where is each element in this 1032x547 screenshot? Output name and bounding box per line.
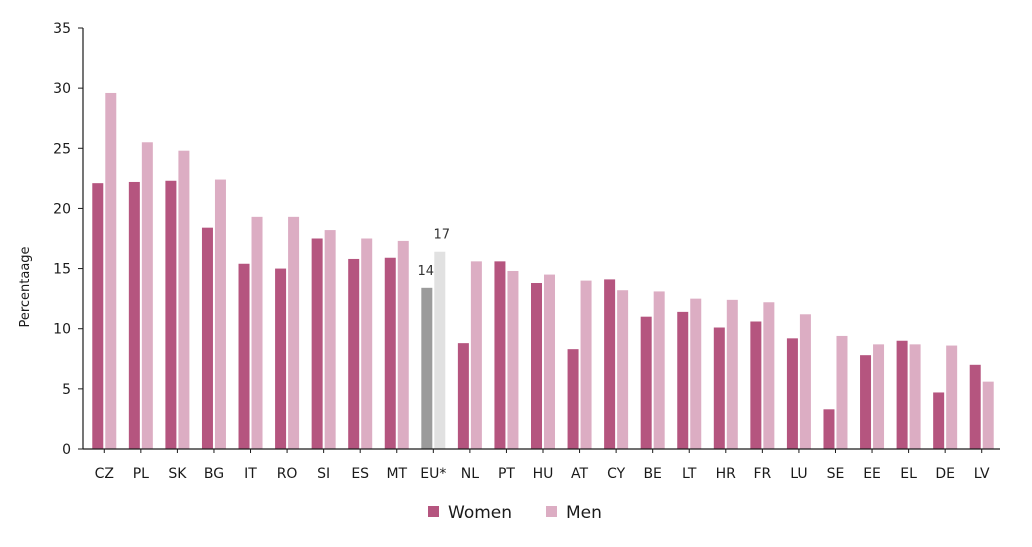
bar-men-at (580, 280, 592, 449)
bar-women-hu (531, 283, 542, 449)
bar-women-ee (860, 355, 872, 449)
bar-men-pt (507, 270, 519, 449)
x-tick-label: BE (643, 466, 661, 482)
bar-women-be (640, 316, 652, 449)
bar-women-pt (494, 261, 506, 449)
data-label-eu-women: 14 (418, 264, 435, 279)
bar-women-lv (969, 364, 981, 449)
bar-men-cy (617, 290, 629, 449)
y-tick-label: 30 (53, 81, 71, 97)
x-tick-label: CY (607, 466, 626, 482)
x-tick-label: HR (716, 466, 737, 482)
bar-women-pl (128, 181, 140, 450)
legend: Women Men (428, 503, 602, 523)
bar-men-bg (214, 179, 226, 449)
x-tick-label: MT (386, 466, 407, 482)
bar-men-lv (982, 381, 994, 449)
bar-women-bg (201, 227, 213, 449)
y-tick-label: 35 (53, 21, 71, 37)
bar-women-ro (275, 268, 287, 449)
bar-men-sk (178, 150, 190, 450)
bar-men-lu (799, 314, 811, 449)
x-tick-label: NL (461, 466, 479, 482)
y-axis-title: Percentaage (18, 246, 33, 327)
bar-women-lt (677, 311, 689, 449)
x-tick-label: LV (974, 466, 990, 482)
bar-men-hu (544, 274, 555, 449)
bar-women-si (311, 238, 323, 449)
x-tick-label: SK (168, 466, 187, 482)
bar-men-si (324, 230, 336, 449)
bar-men-eu (434, 251, 446, 449)
x-tick-label: LT (682, 466, 697, 482)
y-tick-label: 0 (62, 442, 71, 458)
bar-men-ro (288, 216, 300, 449)
bar-women-de (933, 392, 945, 449)
bar-men-se (836, 335, 848, 449)
x-tick-label: PL (133, 466, 149, 482)
bar-women-hr (713, 327, 725, 449)
y-tick-label: 25 (53, 141, 71, 157)
bar-women-at (567, 349, 579, 449)
x-tick-label: EL (900, 466, 917, 482)
legend-label-men: Men (566, 503, 602, 523)
bar-men-nl (470, 261, 482, 449)
x-tick-label: HU (533, 466, 554, 482)
bar-men-cz (105, 92, 117, 449)
bar-women-es (348, 258, 360, 449)
bars (92, 92, 994, 450)
bar-men-be (653, 291, 665, 449)
x-tick-label: FR (753, 466, 771, 482)
bar-men-pl (141, 142, 153, 449)
x-tick-label: PT (498, 466, 515, 482)
bar-men-hr (726, 299, 738, 449)
bar-men-es (361, 238, 373, 449)
bar-men-mt (397, 240, 409, 449)
bar-women-eu (421, 287, 433, 449)
x-tick-label: IT (244, 466, 257, 482)
bar-women-mt (384, 257, 396, 449)
y-tick-label: 5 (62, 382, 71, 398)
bar-men-it (251, 216, 263, 449)
x-tick-label: SI (317, 466, 330, 482)
bar-men-de (946, 345, 958, 449)
x-tick-label: EE (863, 466, 881, 482)
x-tick-label: CZ (95, 466, 114, 482)
data-labels: 14 17 (418, 228, 451, 279)
bar-women-nl (457, 343, 469, 449)
x-tick-label: RO (277, 466, 298, 482)
bar-women-se (823, 409, 835, 449)
x-tick-label: DE (935, 466, 955, 482)
x-tick-label: LU (790, 466, 807, 482)
x-tick-label: AT (571, 466, 588, 482)
y-tick-label: 20 (53, 201, 71, 217)
bar-women-fr (750, 321, 762, 449)
bar-women-lu (786, 338, 798, 449)
y-axis: 0 5 10 15 20 25 30 35 (53, 21, 84, 458)
data-label-eu-men: 17 (434, 228, 451, 243)
legend-label-women: Women (448, 503, 512, 523)
bar-women-cy (604, 279, 616, 449)
x-tick-label: ES (351, 466, 369, 482)
bar-men-ee (873, 344, 885, 449)
y-tick-label: 15 (53, 262, 71, 278)
bar-women-it (238, 263, 250, 449)
bar-women-el (896, 340, 908, 449)
legend-swatch-women (428, 506, 439, 517)
bar-men-el (909, 344, 921, 449)
x-tick-label: BG (204, 466, 224, 482)
y-tick-label: 10 (53, 322, 71, 338)
x-axis: CZ PL SK BG IT RO SI ES MT EU* NL PT HU AT CY BE LT HR FR L… (83, 448, 1000, 482)
bar-men-fr (763, 302, 775, 449)
bar-women-cz (92, 183, 104, 449)
bar-men-lt (690, 298, 702, 449)
x-tick-label: EU* (420, 466, 446, 482)
legend-swatch-men (546, 506, 557, 517)
x-tick-label: SE (827, 466, 845, 482)
bar-women-sk (165, 180, 177, 449)
